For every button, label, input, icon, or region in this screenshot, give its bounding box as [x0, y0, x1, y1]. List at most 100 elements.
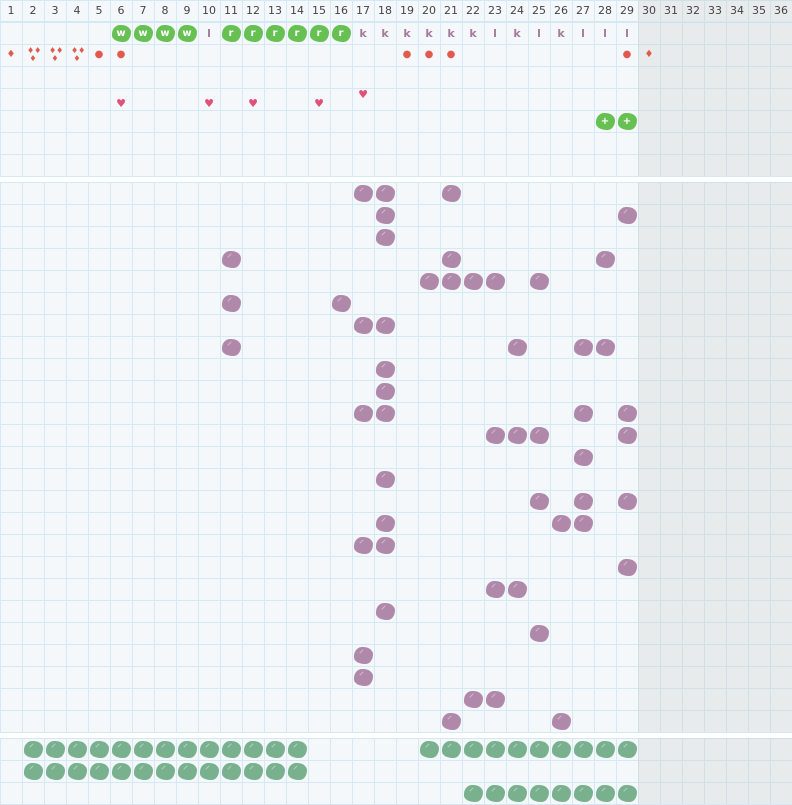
grid-cell[interactable]	[220, 248, 242, 270]
grid-cell[interactable]	[572, 336, 594, 358]
grid-cell[interactable]	[374, 358, 396, 380]
grid-cell[interactable]	[44, 760, 66, 782]
grid-cell[interactable]	[374, 380, 396, 402]
green-tile[interactable]: r	[243, 24, 263, 42]
label-cell[interactable]: l	[572, 22, 594, 44]
green-tile[interactable]: w	[133, 24, 153, 42]
grid-cell[interactable]	[572, 782, 594, 804]
label-cell[interactable]: r	[308, 22, 330, 44]
grid-cell[interactable]	[616, 782, 638, 804]
grid-cell[interactable]	[528, 270, 550, 292]
grid-cell[interactable]	[132, 760, 154, 782]
grid-cell[interactable]	[616, 490, 638, 512]
grid-cell[interactable]	[506, 578, 528, 600]
grid-cell[interactable]	[176, 760, 198, 782]
grid-cell[interactable]	[374, 204, 396, 226]
grid-cell[interactable]	[286, 738, 308, 760]
grid-cell[interactable]	[572, 490, 594, 512]
plus-tile[interactable]: +	[617, 112, 637, 130]
grid-cell[interactable]	[440, 248, 462, 270]
grid-cell[interactable]	[66, 760, 88, 782]
grid-cell[interactable]	[352, 534, 374, 556]
label-cell[interactable]: k	[352, 22, 374, 44]
plus-cell[interactable]: +	[594, 110, 616, 132]
green-tile[interactable]: r	[309, 24, 329, 42]
grid-cell[interactable]	[528, 622, 550, 644]
grid-cell[interactable]	[572, 738, 594, 760]
grid-cell[interactable]	[374, 314, 396, 336]
grid-cell[interactable]	[88, 738, 110, 760]
grid-cell[interactable]	[462, 738, 484, 760]
grid-cell[interactable]	[264, 738, 286, 760]
grid-cell[interactable]	[374, 468, 396, 490]
grid-cell[interactable]	[616, 556, 638, 578]
grid-cell[interactable]	[198, 760, 220, 782]
label-cell[interactable]: r	[264, 22, 286, 44]
grid-cell[interactable]	[550, 710, 572, 732]
grid-cell[interactable]	[506, 336, 528, 358]
label-cell[interactable]: k	[506, 22, 528, 44]
label-cell[interactable]: k	[440, 22, 462, 44]
grid-cell[interactable]	[440, 710, 462, 732]
plus-cell[interactable]: +	[616, 110, 638, 132]
label-cell[interactable]: l	[198, 22, 220, 44]
grid-cell[interactable]	[462, 270, 484, 292]
grid-cell[interactable]	[176, 738, 198, 760]
label-cell[interactable]: w	[176, 22, 198, 44]
grid-cell[interactable]	[330, 292, 352, 314]
grid-cell[interactable]	[440, 182, 462, 204]
grid-cell[interactable]	[462, 782, 484, 804]
grid-cell[interactable]	[220, 336, 242, 358]
grid-cell[interactable]	[22, 760, 44, 782]
grid-cell[interactable]	[484, 578, 506, 600]
label-cell[interactable]: k	[462, 22, 484, 44]
grid-cell[interactable]	[484, 688, 506, 710]
label-cell[interactable]: k	[550, 22, 572, 44]
grid-cell[interactable]	[550, 782, 572, 804]
plus-tile[interactable]: +	[595, 112, 615, 130]
label-cell[interactable]: r	[286, 22, 308, 44]
label-cell[interactable]: w	[154, 22, 176, 44]
green-tile[interactable]: w	[177, 24, 197, 42]
label-cell[interactable]: l	[484, 22, 506, 44]
label-cell[interactable]: l	[528, 22, 550, 44]
grid-cell[interactable]	[484, 782, 506, 804]
green-tile[interactable]: r	[331, 24, 351, 42]
label-cell[interactable]: k	[418, 22, 440, 44]
grid-cell[interactable]	[374, 600, 396, 622]
grid-cell[interactable]	[418, 270, 440, 292]
grid-cell[interactable]	[374, 402, 396, 424]
grid-cell[interactable]	[506, 738, 528, 760]
grid-cell[interactable]	[484, 270, 506, 292]
grid-cell[interactable]	[594, 248, 616, 270]
grid-cell[interactable]	[484, 738, 506, 760]
grid-cell[interactable]	[440, 738, 462, 760]
grid-cell[interactable]	[242, 738, 264, 760]
grid-cell[interactable]	[154, 760, 176, 782]
grid-cell[interactable]	[528, 782, 550, 804]
label-cell[interactable]: w	[110, 22, 132, 44]
grid-cell[interactable]	[418, 738, 440, 760]
label-cell[interactable]: r	[330, 22, 352, 44]
grid-cell[interactable]	[88, 760, 110, 782]
grid-cell[interactable]	[484, 424, 506, 446]
grid-cell[interactable]	[198, 738, 220, 760]
grid-cell[interactable]	[528, 490, 550, 512]
grid-cell[interactable]	[286, 760, 308, 782]
grid-cell[interactable]	[550, 738, 572, 760]
label-cell[interactable]: l	[616, 22, 638, 44]
grid-cell[interactable]	[572, 402, 594, 424]
grid-cell[interactable]	[220, 292, 242, 314]
grid-cell[interactable]	[616, 204, 638, 226]
grid-cell[interactable]	[572, 446, 594, 468]
grid-cell[interactable]	[616, 402, 638, 424]
label-cell[interactable]: k	[396, 22, 418, 44]
grid-cell[interactable]	[352, 644, 374, 666]
grid-cell[interactable]	[594, 782, 616, 804]
grid-cell[interactable]	[506, 782, 528, 804]
green-tile[interactable]: w	[111, 24, 131, 42]
grid-cell[interactable]	[66, 738, 88, 760]
grid-cell[interactable]	[154, 738, 176, 760]
grid-cell[interactable]	[506, 424, 528, 446]
grid-cell[interactable]	[110, 738, 132, 760]
